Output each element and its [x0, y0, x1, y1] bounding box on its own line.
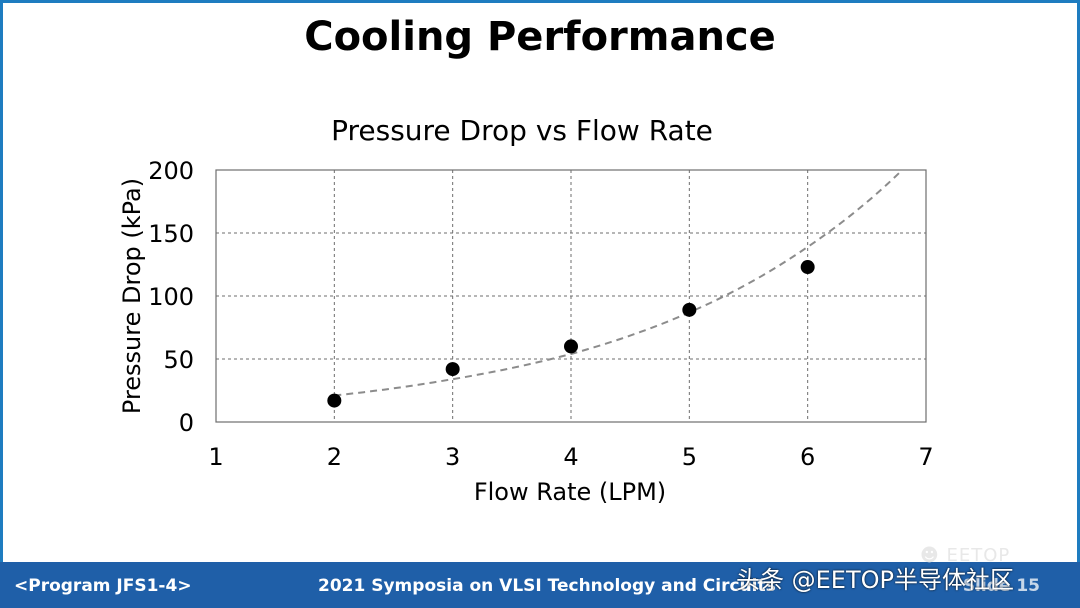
y-axis-label: Pressure Drop (kPa) [118, 178, 146, 414]
y-tick-label: 150 [148, 220, 194, 248]
footer-slide-number: Slide 15 [962, 576, 1040, 596]
y-tick-labels: 0 50 100 150 200 [148, 157, 194, 437]
chart: Pressure Drop vs Flow Rate 1 2 3 4 5 6 7 0 50 10… [118, 114, 934, 506]
footer-bar: <Program JFS1-4> 2021 Symposia on VLSI T… [0, 562, 1080, 608]
x-tick-label: 4 [563, 443, 578, 471]
watermark-logo: ☻ EETOP [920, 545, 1011, 566]
data-point [327, 393, 342, 408]
y-tick-label: 200 [148, 157, 194, 185]
watermark-logo-text: EETOP [946, 545, 1011, 566]
x-tick-label: 7 [918, 443, 933, 471]
data-point [682, 302, 697, 317]
x-tick-label: 1 [208, 443, 223, 471]
footer-program-id: <Program JFS1-4> [14, 576, 192, 596]
data-point [800, 260, 815, 275]
x-tick-label: 2 [327, 443, 342, 471]
x-tick-label: 3 [445, 443, 460, 471]
trendline [334, 169, 903, 397]
grid [216, 170, 926, 422]
data-point [564, 339, 578, 354]
chart-title: Pressure Drop vs Flow Rate [331, 114, 713, 147]
x-tick-labels: 1 2 3 4 5 6 7 [208, 443, 933, 471]
slide-title: Cooling Performance [304, 14, 776, 60]
y-tick-label: 0 [179, 409, 194, 437]
data-points [327, 260, 815, 408]
x-tick-label: 6 [800, 443, 815, 471]
plot-area [215, 169, 927, 423]
y-tick-label: 50 [163, 346, 194, 374]
x-tick-label: 5 [682, 443, 697, 471]
footer-conference: 2021 Symposia on VLSI Technology and Cir… [318, 576, 776, 596]
x-axis-label: Flow Rate (LPM) [474, 478, 666, 506]
watermark-text: 头条 @EETOP半导体社区 [736, 566, 1014, 594]
data-point [445, 362, 460, 377]
y-tick-label: 100 [148, 283, 194, 311]
